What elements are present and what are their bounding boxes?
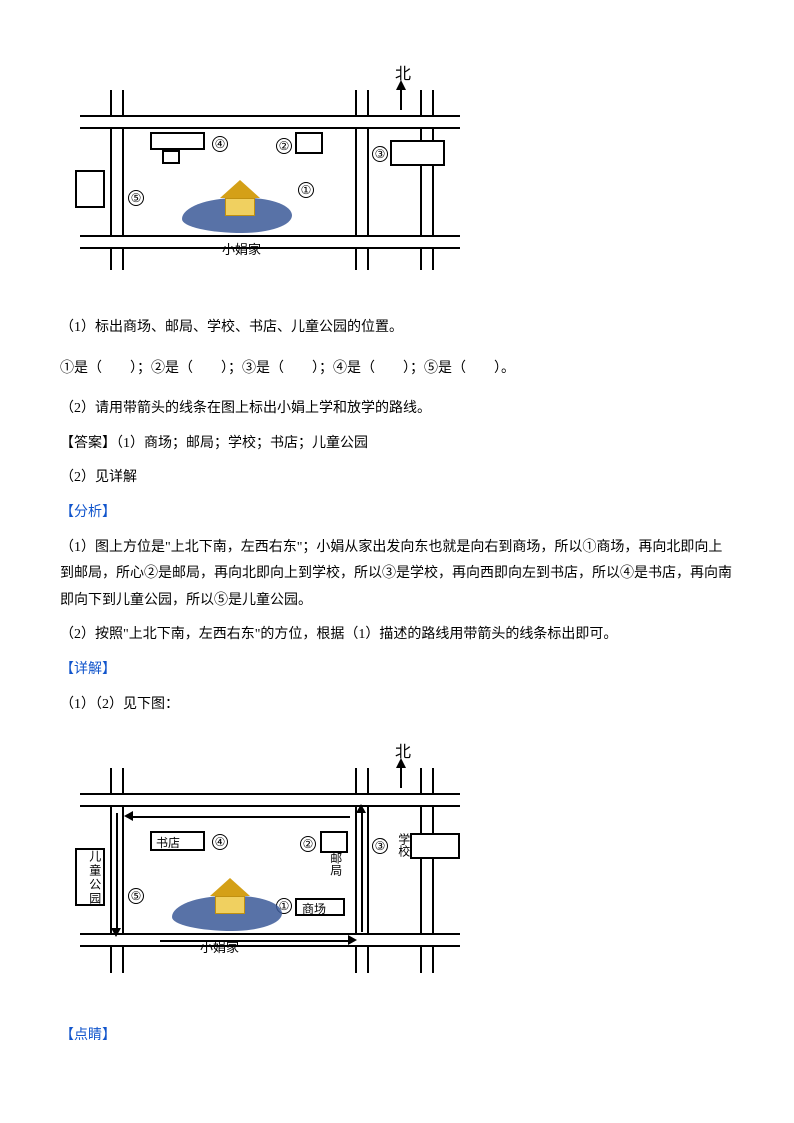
dianjing-label: 【点睛】 <box>60 1023 734 1050</box>
road-h-bottom <box>80 235 460 249</box>
marker-2: ② <box>276 138 292 154</box>
arrow-down-left-head <box>111 928 121 937</box>
house2-icon <box>210 878 250 914</box>
answer-line: 【答案】（1）商场；邮局；学校；书店；儿童公园 <box>60 431 734 458</box>
arrow-up-right <box>361 810 363 932</box>
road2-h-top <box>80 793 460 807</box>
marker2-3: ③ <box>372 838 388 854</box>
answer-2: （2）见详解 <box>60 465 734 492</box>
analysis-p1: （1）图上方位是"上北下南，左西右东"；小娟从家出发向东也就是向右到商场，所以①… <box>60 535 734 615</box>
analysis-label: 【分析】 <box>60 500 734 527</box>
bld2-3 <box>410 833 460 859</box>
marker-3: ③ <box>372 146 388 162</box>
bld-3 <box>390 140 445 166</box>
label-post: 邮局 <box>324 852 347 876</box>
arrow-left-top <box>130 816 350 818</box>
answer-1: （1）商场；邮局；学校；书店；儿童公园 <box>116 436 368 451</box>
q1-text: （1）标出商场、邮局、学校、书店、儿童公园的位置。 <box>60 315 734 342</box>
marker2-5: ⑤ <box>128 888 144 904</box>
bld-4b <box>162 150 180 164</box>
q1-fill: ①是（ ）；②是（ ）；③是（ ）；④是（ ）；⑤是（ ）。 <box>60 356 734 383</box>
marker-4: ④ <box>212 136 228 152</box>
label-bookstore: 书店 <box>156 832 180 855</box>
label-park: 儿童公园 <box>83 850 106 906</box>
marker-1: ① <box>298 182 314 198</box>
map-1: 北 ④ ② ③ ① ⑤ 小娟家 <box>80 60 460 290</box>
bld-2 <box>295 132 323 154</box>
arrow-left-top-head <box>124 811 133 821</box>
marker-5: ⑤ <box>128 190 144 206</box>
house-icon <box>220 180 260 216</box>
map-2: 北 书店 邮局 学校 商场 儿童公园 ④ ② ③ ① ⑤ 小娟家 <box>80 738 460 993</box>
marker2-4: ④ <box>212 834 228 850</box>
north2-arrow-line <box>400 766 402 788</box>
arrow-up-right-head <box>356 804 366 813</box>
label-mall: 商场 <box>302 898 326 921</box>
arrow-down-left <box>116 813 118 931</box>
north-arrow-line <box>400 88 402 110</box>
detail-label: 【详解】 <box>60 657 734 684</box>
detail-p1: （1）（2）见下图： <box>60 692 734 719</box>
arrow-right-bottom-head <box>348 935 357 945</box>
bld-5 <box>75 170 105 208</box>
answer-label: 【答案】 <box>60 436 116 451</box>
house-label: 小娟家 <box>222 238 261 263</box>
bld-4 <box>150 132 205 150</box>
bld2-2 <box>320 831 348 853</box>
road-h-top <box>80 115 460 129</box>
q2-text: （2）请用带箭头的线条在图上标出小娟上学和放学的路线。 <box>60 396 734 423</box>
marker2-2: ② <box>300 836 316 852</box>
arrow-right-bottom <box>160 940 350 942</box>
label-school: 学校 <box>392 833 415 857</box>
analysis-p2: （2）按照"上北下南，左西右东"的方位，根据（1）描述的路线用带箭头的线条标出即… <box>60 622 734 649</box>
